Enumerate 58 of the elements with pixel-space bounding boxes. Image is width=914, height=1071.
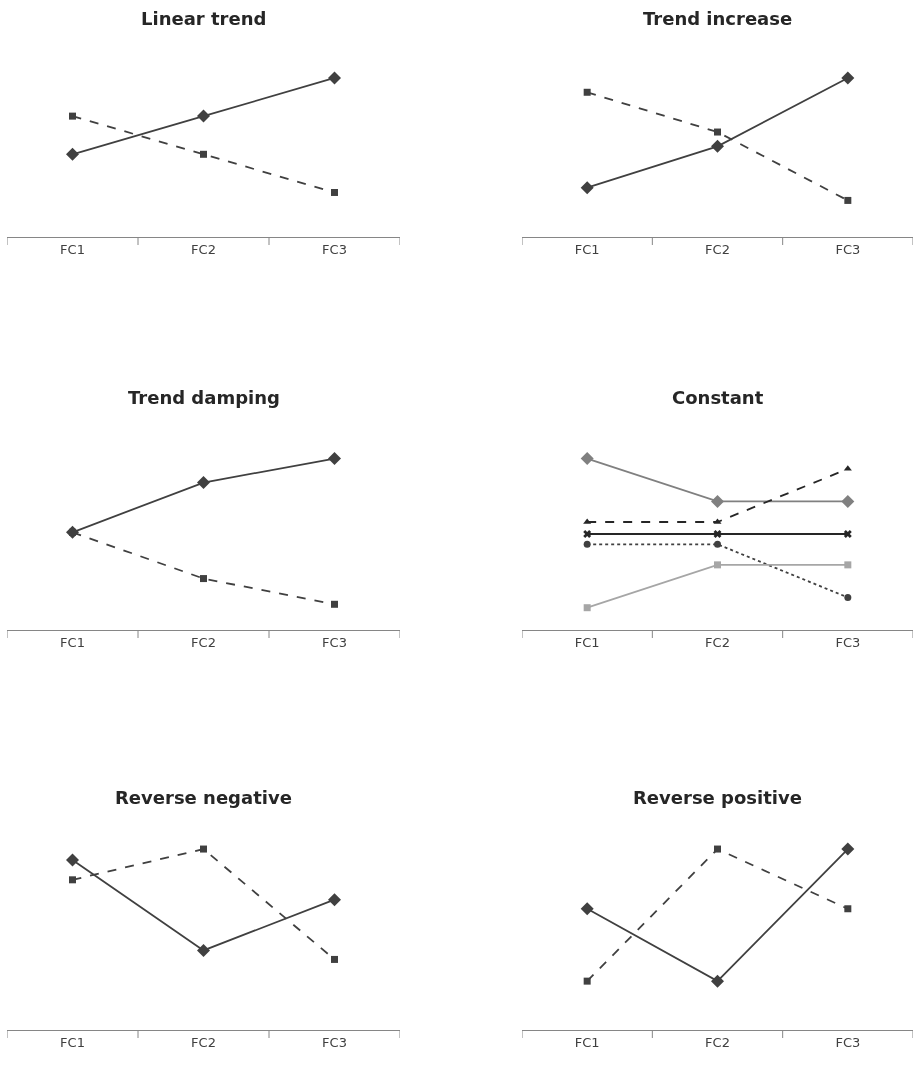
- point: [328, 893, 341, 907]
- x-tick-label: FC2: [191, 241, 216, 257]
- point: [197, 476, 210, 490]
- chart-title: Constant: [672, 387, 764, 408]
- point: [66, 853, 79, 867]
- point: [841, 71, 855, 85]
- x-tick-label: FC2: [705, 241, 730, 257]
- x-tick-label: FC3: [835, 634, 861, 650]
- x-tick-label: FC1: [574, 634, 600, 650]
- chart-title: Trend increase: [643, 8, 793, 29]
- point: [583, 88, 591, 96]
- point: [200, 150, 207, 158]
- point: [714, 561, 721, 569]
- x-tick-label: FC1: [60, 241, 85, 257]
- x-tick-label: FC2: [191, 1034, 216, 1050]
- point: [580, 452, 594, 466]
- chart-title: Reverse negative: [115, 787, 292, 808]
- point: [713, 530, 722, 538]
- chart-title: Trend damping: [128, 387, 280, 408]
- point: [66, 147, 79, 161]
- point: [711, 139, 724, 153]
- point: [844, 593, 852, 601]
- point: [197, 109, 210, 123]
- x-tick-label: FC1: [60, 1034, 85, 1050]
- point: [200, 845, 207, 853]
- point: [844, 561, 852, 569]
- point: [711, 494, 724, 508]
- point: [580, 181, 594, 195]
- point: [714, 128, 721, 136]
- point: [328, 71, 341, 85]
- point: [583, 604, 591, 612]
- x-tick-label: FC2: [191, 634, 216, 650]
- point: [69, 112, 76, 120]
- x-tick-label: FC1: [574, 1034, 600, 1050]
- x-tick-label: FC3: [322, 1034, 347, 1050]
- point: [69, 876, 76, 884]
- chart-title: Reverse positive: [633, 787, 802, 808]
- point: [331, 955, 338, 963]
- x-tick-label: FC3: [835, 241, 861, 257]
- point: [843, 530, 852, 538]
- x-tick-label: FC2: [705, 1034, 730, 1050]
- point: [331, 600, 338, 608]
- point: [200, 575, 207, 583]
- point: [844, 196, 852, 204]
- point: [197, 943, 210, 957]
- point: [328, 452, 341, 466]
- x-tick-label: FC1: [574, 241, 600, 257]
- x-tick-label: FC1: [60, 634, 85, 650]
- point: [714, 540, 721, 548]
- x-tick-label: FC3: [322, 241, 347, 257]
- x-tick-label: FC3: [835, 1034, 861, 1050]
- x-tick-label: FC3: [322, 634, 347, 650]
- point: [331, 188, 338, 196]
- point: [841, 494, 855, 508]
- point: [583, 530, 592, 538]
- chart-title: Linear trend: [141, 8, 267, 29]
- x-tick-label: FC2: [705, 634, 730, 650]
- point: [583, 540, 591, 548]
